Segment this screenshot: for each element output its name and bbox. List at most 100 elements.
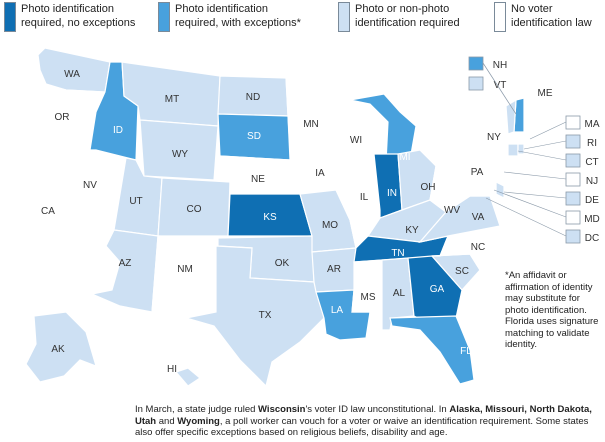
callout-label-md: MD (584, 214, 600, 225)
footnote-bold-wisconsin: Wisconsin (258, 404, 306, 415)
footnote-text-3: and (156, 415, 178, 427)
callout-box-ct (565, 153, 581, 168)
label-ky: KY (405, 225, 419, 236)
label-sd: SD (247, 131, 261, 142)
state-nm (151, 235, 219, 313)
label-nv: NV (83, 180, 97, 191)
label-co: CO (187, 204, 202, 215)
callout-label-de: DE (585, 195, 599, 206)
state-md (469, 181, 497, 197)
state-labels: WA OR CA NV ID MT WY UT CO AZ NM ND SD N… (41, 69, 553, 375)
label-wi: WI (350, 135, 362, 146)
footnote-text-4: , a poll worker can vouch for a voter or… (135, 415, 589, 439)
label-wy: WY (172, 149, 188, 160)
callout-box-nh (468, 56, 484, 71)
state-ak (25, 311, 97, 383)
label-ok: OK (275, 258, 290, 269)
callout-label-nh: NH (493, 60, 507, 71)
legend-item-photo-or-nonphoto: Photo or non-photo identification requir… (338, 2, 460, 32)
label-hi: HI (167, 364, 177, 375)
legend-swatch-photo-no-exceptions (4, 2, 16, 32)
label-ne: NE (251, 174, 265, 185)
label-fl: FL (460, 346, 472, 357)
legend-label-photo-with-exceptions: Photo identification required, with exce… (175, 3, 301, 29)
callout-leader-nh (482, 62, 517, 115)
label-mo: MO (322, 220, 338, 231)
legend-label-photo-or-nonphoto: Photo or non-photo identification requir… (355, 3, 460, 29)
label-la: LA (331, 305, 344, 316)
label-wv: WV (444, 205, 460, 216)
state-ri (517, 143, 525, 155)
label-ut: UT (129, 196, 142, 207)
label-az: AZ (119, 258, 132, 269)
label-nc: NC (471, 242, 485, 253)
label-ak: AK (51, 344, 65, 355)
label-id: ID (113, 125, 123, 136)
callout-label-ri: RI (587, 138, 597, 149)
label-ms: MS (361, 292, 376, 303)
state-fl (389, 315, 475, 385)
label-ar: AR (327, 264, 341, 275)
label-nm: NM (177, 264, 193, 275)
label-mn: MN (303, 119, 319, 130)
label-ks: KS (263, 212, 277, 223)
state-hi (174, 367, 202, 387)
state-ma (507, 133, 531, 145)
map-legend: Photo identification required, no except… (0, 0, 605, 38)
callout-label-dc: DC (585, 233, 599, 244)
callout-box-vt (468, 76, 484, 91)
label-mi: MI (399, 152, 410, 163)
label-tx: TX (259, 310, 272, 321)
callout-box-md (565, 210, 581, 225)
label-oh: OH (421, 182, 436, 193)
label-or: OR (55, 112, 70, 123)
label-nd: ND (246, 92, 260, 103)
callout-box-ma (565, 115, 581, 130)
state-me (523, 68, 557, 125)
label-ca: CA (41, 206, 55, 217)
label-al: AL (393, 288, 406, 299)
footnote: In March, a state judge ruled Wisconsin'… (135, 404, 603, 439)
state-nj (495, 157, 505, 188)
legend-label-no-law: No voter identification law (511, 3, 592, 29)
label-il: IL (360, 192, 369, 203)
callout-box-ri (565, 134, 581, 149)
legend-item-no-law: No voter identification law (494, 2, 592, 32)
state-ct (507, 143, 519, 157)
label-tn: TN (391, 248, 404, 259)
callout-box-de (565, 191, 581, 206)
callout-box-nj (565, 172, 581, 187)
callout-label-ct: CT (585, 157, 598, 168)
legend-swatch-photo-with-exceptions (158, 2, 170, 32)
northeast-callouts: NH VT MA RI CT NJ DE MD DC (468, 56, 600, 244)
callout-label-ma: MA (585, 119, 600, 130)
legend-item-photo-with-exceptions: Photo identification required, with exce… (158, 2, 301, 32)
label-ia: IA (315, 168, 325, 179)
label-ga: GA (430, 284, 445, 295)
callout-label-nj: NJ (586, 176, 598, 187)
label-va: VA (472, 212, 485, 223)
callout-box-dc (565, 229, 581, 244)
legend-swatch-photo-or-nonphoto (338, 2, 350, 32)
state-ny (431, 94, 507, 160)
callout-leaders (485, 121, 567, 237)
label-pa: PA (471, 167, 484, 178)
legend-item-photo-no-exceptions: Photo identification required, no except… (4, 2, 135, 32)
legend-label-photo-no-exceptions: Photo identification required, no except… (21, 3, 136, 29)
state-vt (505, 98, 517, 135)
label-ny: NY (487, 132, 501, 143)
label-sc: SC (455, 266, 469, 277)
callout-label-vt: VT (494, 80, 507, 91)
label-me: ME (538, 88, 553, 99)
state-shapes (21, 47, 557, 388)
label-mt: MT (165, 94, 179, 105)
footnote-text-1: In March, a state judge ruled (135, 404, 259, 415)
footnote-bold-wyoming: Wyoming (177, 415, 220, 427)
label-wa: WA (64, 69, 80, 80)
footnote-text-2: 's voter ID law unconstitutional. In (305, 404, 450, 415)
state-tx (185, 245, 325, 388)
legend-swatch-no-law (494, 2, 506, 32)
exceptions-note: *An affidavit or affirmation of identity… (505, 270, 599, 350)
footnote-bold-states: Alaska, Missouri, North Dakota, Utah (135, 404, 592, 427)
